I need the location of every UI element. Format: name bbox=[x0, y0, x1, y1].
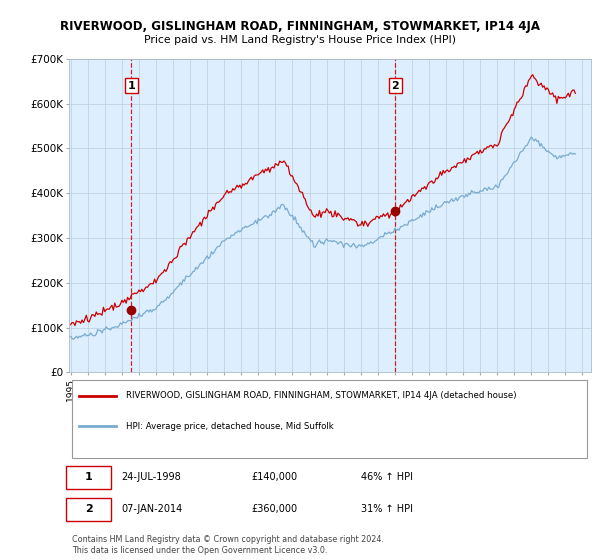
Text: 2: 2 bbox=[85, 505, 93, 515]
Text: 24-JUL-1998: 24-JUL-1998 bbox=[121, 472, 181, 482]
FancyBboxPatch shape bbox=[67, 498, 111, 521]
Text: Contains HM Land Registry data © Crown copyright and database right 2024.
This d: Contains HM Land Registry data © Crown c… bbox=[71, 535, 383, 555]
Text: £140,000: £140,000 bbox=[252, 472, 298, 482]
Text: HPI: Average price, detached house, Mid Suffolk: HPI: Average price, detached house, Mid … bbox=[127, 422, 334, 431]
Text: 46% ↑ HPI: 46% ↑ HPI bbox=[361, 472, 413, 482]
Text: 2: 2 bbox=[391, 81, 399, 91]
Text: 07-JAN-2014: 07-JAN-2014 bbox=[121, 505, 182, 515]
Text: 1: 1 bbox=[85, 472, 93, 482]
Text: Price paid vs. HM Land Registry's House Price Index (HPI): Price paid vs. HM Land Registry's House … bbox=[144, 35, 456, 45]
Text: 31% ↑ HPI: 31% ↑ HPI bbox=[361, 505, 413, 515]
FancyBboxPatch shape bbox=[71, 380, 587, 459]
Text: RIVERWOOD, GISLINGHAM ROAD, FINNINGHAM, STOWMARKET, IP14 4JA: RIVERWOOD, GISLINGHAM ROAD, FINNINGHAM, … bbox=[60, 20, 540, 32]
Text: RIVERWOOD, GISLINGHAM ROAD, FINNINGHAM, STOWMARKET, IP14 4JA (detached house): RIVERWOOD, GISLINGHAM ROAD, FINNINGHAM, … bbox=[127, 391, 517, 400]
Text: 1: 1 bbox=[128, 81, 136, 91]
Text: £360,000: £360,000 bbox=[252, 505, 298, 515]
FancyBboxPatch shape bbox=[67, 465, 111, 489]
